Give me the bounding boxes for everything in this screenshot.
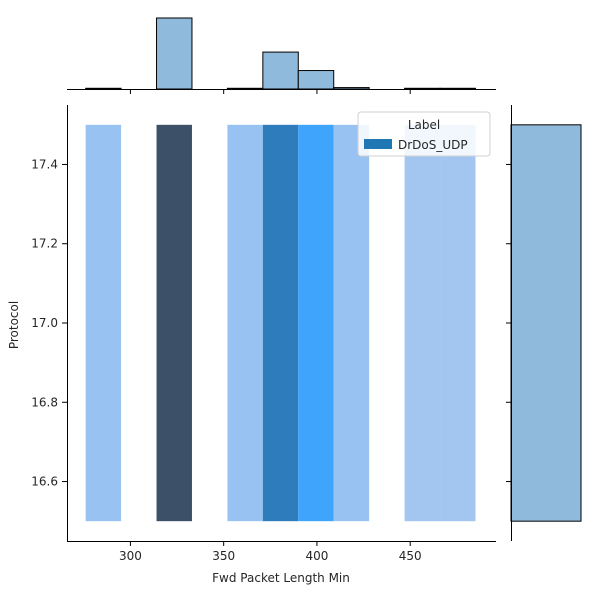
y-tick-label-17.4: 17.4 [31,157,58,171]
heatmap-cell-7 [440,124,476,522]
heatmap-cell-5 [333,124,370,522]
marginal-x-bar-9 [404,87,441,90]
x-tick-label-400: 400 [305,549,328,563]
marginal-x-bar-4 [226,87,264,90]
x-axis-label: Fwd Packet Length Min [212,571,350,585]
marginal-x-bar-10 [439,87,476,90]
legend-swatch-0 [364,139,392,149]
x-tick-label-350: 350 [212,549,235,563]
legend: Label DrDoS_UDP [357,111,491,157]
y-tick-label-16.6: 16.6 [31,475,58,489]
legend-title: Label [408,118,440,132]
heatmap-cell-1 [156,124,192,522]
x-tick-label-300: 300 [119,549,142,563]
heatmap-cell-4 [298,124,334,522]
joint-heatmap-cells [85,124,476,522]
heatmap-cell-0 [85,124,122,522]
y-axis-label: Protocol [7,301,21,349]
heatmap-cell-3 [262,124,299,522]
y-tick-label-16.8: 16.8 [31,395,58,409]
y-tick-label-17.2: 17.2 [31,237,58,251]
marginal-y-histogram [506,105,582,541]
heatmap-cell-2 [227,124,263,522]
heatmap-cell-6 [404,124,441,522]
marginal-x-histogram [67,17,496,94]
marginal-x-bar-7 [333,87,370,90]
marginal-x-bar-5 [262,51,299,90]
marginal-x-bar-0 [85,87,122,90]
y-tick-label-17: 17.0 [31,316,58,330]
legend-entry-0: DrDoS_UDP [398,138,468,152]
marginal-x-bar-2 [156,17,193,90]
marginal-x-bar-6 [297,70,335,90]
axes: 300 350 400 450 16.6 16.8 17.0 17.2 17.4 [31,105,496,563]
x-tick-label-450: 450 [399,549,422,563]
marginal-y-bar-0 [510,124,582,522]
